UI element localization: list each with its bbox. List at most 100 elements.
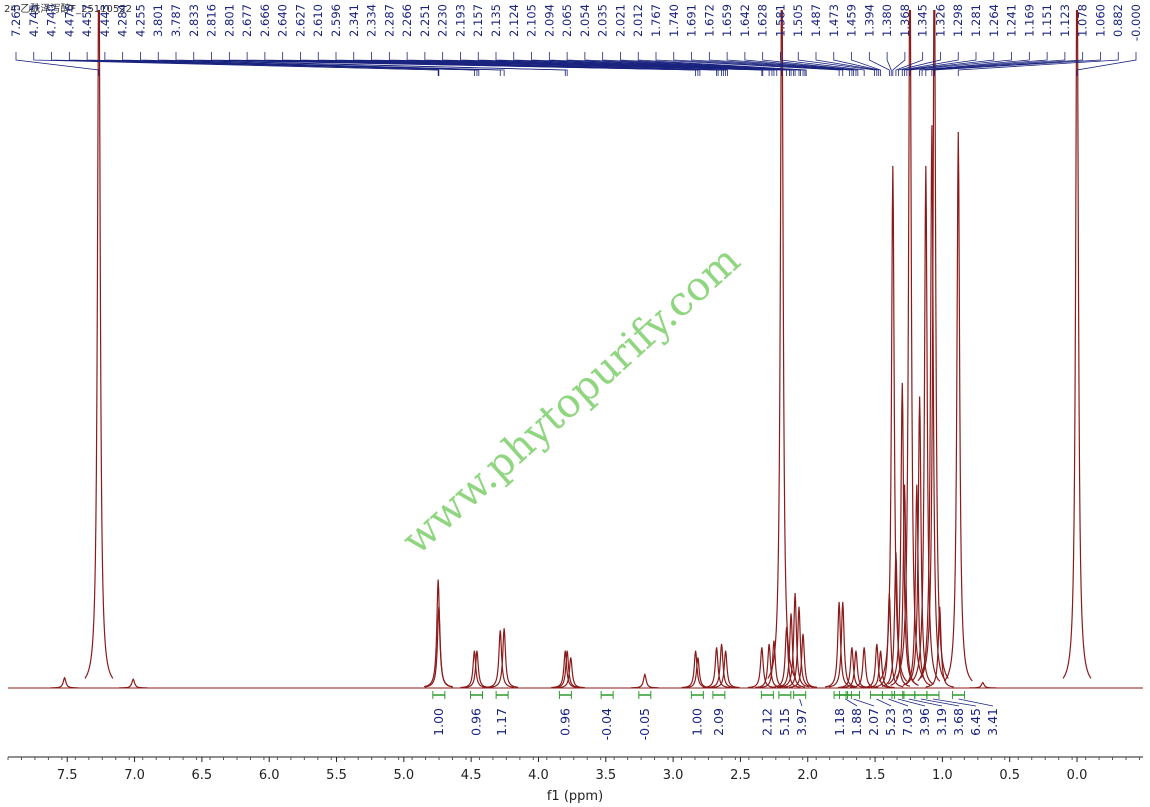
peak-label: 1.345 <box>916 4 930 37</box>
peak-label: 1.642 <box>738 4 752 37</box>
peak-connector <box>51 52 440 76</box>
peak-connector <box>140 52 505 76</box>
peak <box>490 628 519 688</box>
peak-connector <box>584 52 801 76</box>
peak-connector <box>931 52 1084 76</box>
x-tick-label: 4.0 <box>528 768 549 783</box>
peak <box>460 650 489 689</box>
peak-label: 7.265 <box>9 4 23 37</box>
peak-connector <box>335 52 728 76</box>
peak-connector <box>708 52 853 76</box>
integral-connector <box>920 698 960 707</box>
peak-label: 2.193 <box>453 4 467 37</box>
peak <box>772 626 801 688</box>
peak <box>895 10 925 679</box>
peak-label: 1.691 <box>685 4 699 37</box>
peak-label: 4.745 <box>27 4 41 37</box>
peak <box>968 681 997 689</box>
peak-label: 1.368 <box>898 4 912 37</box>
peak-label: 0.882 <box>1111 4 1125 37</box>
peak-connector <box>906 52 995 76</box>
peak-connector <box>909 52 1012 76</box>
peak-label: 2.610 <box>311 4 325 37</box>
integral-label: 5.15 <box>777 708 792 736</box>
x-tick-label: 0.0 <box>1067 768 1088 783</box>
peak-connector <box>797 52 875 76</box>
peak-connector <box>104 52 480 76</box>
integral-connector <box>876 698 892 707</box>
integral-label: 2.12 <box>759 708 774 736</box>
integral-label: 2.09 <box>711 708 726 736</box>
peak-label: 2.341 <box>347 4 361 37</box>
peak-label: 2.124 <box>507 4 521 37</box>
peak-connector <box>175 52 568 76</box>
x-axis-label: f1 (ppm) <box>547 789 603 804</box>
peak-label: 2.666 <box>258 4 272 37</box>
integral-connector <box>908 698 943 707</box>
peak-label: 3.787 <box>169 4 183 37</box>
peak-connector <box>655 52 840 76</box>
peak <box>828 601 857 688</box>
peak-label: 1.628 <box>756 4 770 37</box>
peak-label: 2.230 <box>436 4 450 37</box>
peak <box>911 165 941 682</box>
peak-label: 4.255 <box>133 4 147 37</box>
peak <box>759 640 789 688</box>
integral-label: 7.03 <box>900 708 915 736</box>
peak-connector <box>815 52 878 76</box>
peak <box>630 672 659 689</box>
peak <box>553 650 582 689</box>
peak <box>1062 10 1092 679</box>
peak-connector <box>933 52 1101 76</box>
peak <box>917 125 947 682</box>
x-tick-label: 3.0 <box>663 768 684 783</box>
peak-connector <box>921 52 1048 76</box>
peak-label: 4.284 <box>116 4 130 37</box>
peak-connector <box>868 52 890 76</box>
peak <box>707 643 736 689</box>
integral-label: 3.19 <box>934 708 949 736</box>
peak-connector <box>602 52 804 76</box>
peak-connector <box>904 52 977 76</box>
peak-label: 4.457 <box>80 4 94 37</box>
peak <box>788 633 818 688</box>
peak-connector <box>886 52 892 76</box>
peak-connector <box>548 52 796 76</box>
spectrum <box>8 10 1143 689</box>
peak <box>755 643 784 689</box>
peak-label: 1.581 <box>773 4 787 37</box>
peak-label: 1.298 <box>951 4 965 37</box>
integral-label: 3.97 <box>794 708 809 736</box>
integral-connector <box>897 698 926 707</box>
peak <box>702 647 731 689</box>
peak <box>890 484 919 686</box>
peak-label: 1.487 <box>809 4 823 37</box>
peak-label: 1.060 <box>1093 4 1107 37</box>
peak <box>878 165 908 682</box>
peak-connector <box>15 52 100 76</box>
peak-connector <box>691 52 850 76</box>
peak-label: 2.135 <box>489 4 503 37</box>
peak <box>711 650 740 689</box>
peak-label: 2.801 <box>222 4 236 37</box>
peak-label: 2.021 <box>613 4 627 37</box>
peak <box>84 10 114 679</box>
peak <box>862 643 891 689</box>
peak <box>462 650 491 689</box>
peak-label: 1.169 <box>1022 4 1036 37</box>
peak-connector <box>780 52 865 76</box>
peak-label: 2.833 <box>187 4 201 37</box>
peak-connector <box>726 52 855 76</box>
peak <box>902 484 932 686</box>
x-tick-label: 0.5 <box>999 768 1020 783</box>
x-tick-label: 1.5 <box>865 768 886 783</box>
integral-connector <box>845 698 858 707</box>
peak <box>837 647 866 689</box>
peak-label: 1.264 <box>987 4 1001 37</box>
integral-label: 1.88 <box>849 708 864 736</box>
integral-label: 0.96 <box>557 708 572 736</box>
peak-label: 1.326 <box>933 4 947 37</box>
peak <box>919 10 949 679</box>
peak <box>681 650 710 689</box>
peak <box>866 650 895 689</box>
